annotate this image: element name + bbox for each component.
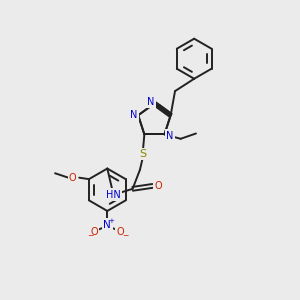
Text: N: N (130, 110, 137, 120)
Text: O: O (117, 227, 124, 237)
Text: N: N (166, 131, 173, 141)
Text: N: N (103, 220, 111, 230)
Text: −: − (122, 231, 128, 240)
Text: O: O (154, 181, 162, 191)
Text: S: S (139, 149, 146, 159)
Text: O: O (69, 173, 76, 183)
Text: HN: HN (106, 190, 121, 200)
Text: −: − (87, 231, 94, 240)
Text: +: + (109, 218, 114, 224)
Text: N: N (147, 97, 155, 107)
Text: O: O (90, 227, 98, 237)
